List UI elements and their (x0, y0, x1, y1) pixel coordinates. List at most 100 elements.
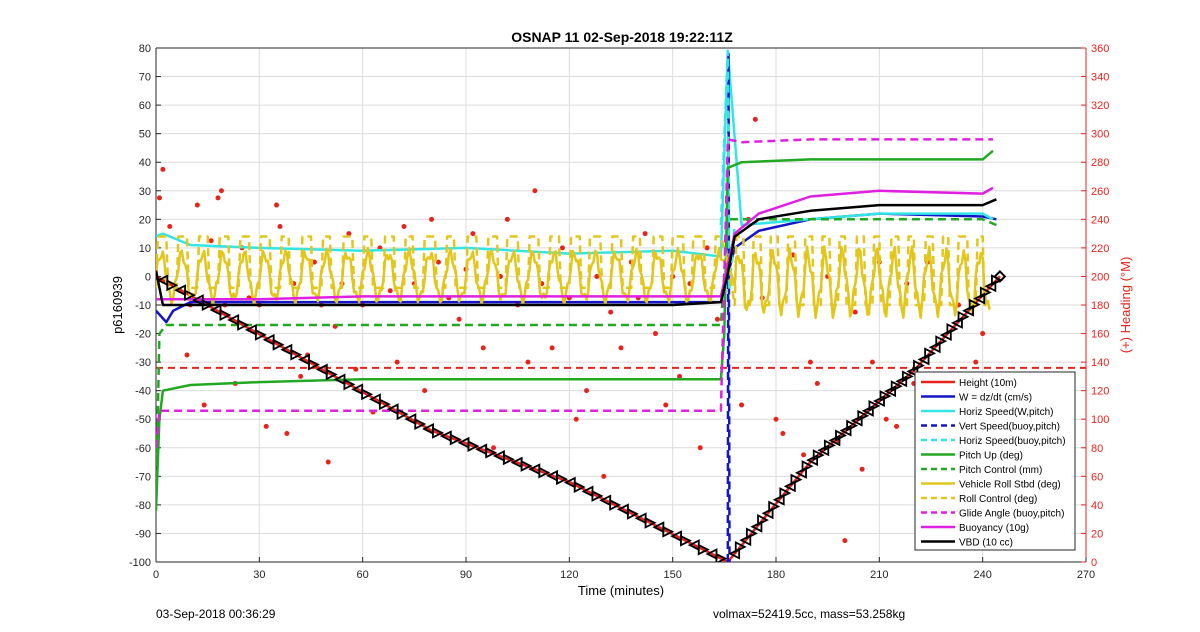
height-marker (879, 390, 892, 403)
y-tick-label-right: 280 (1091, 157, 1109, 169)
height-marker (761, 507, 774, 520)
heading-point (435, 259, 441, 265)
heading-point (160, 166, 166, 172)
height-marker (308, 358, 320, 371)
heading-point (752, 116, 758, 122)
y-tick-label-left: -10 (135, 300, 151, 312)
height-marker (872, 395, 885, 407)
heading-point (549, 345, 555, 351)
height-marker (325, 368, 338, 381)
y-tick-label-right: 260 (1091, 186, 1109, 198)
axes: 0 30 60 90 120 150 180 210 240 270 80 70 60 50 40 30 20 1… (129, 43, 1109, 581)
footer-vehicle-info: volmax=52419.5cc, mass=53.258kg (713, 607, 906, 621)
heading-point (594, 273, 600, 279)
y-tick-label-right: 220 (1091, 243, 1109, 255)
height-marker (573, 481, 586, 493)
legend: Height (10m) W = dz/dt (cm/s) Horiz Speed(… (914, 371, 1076, 551)
x-tick-label: 240 (973, 569, 991, 581)
heading-point (714, 316, 720, 322)
legend-label: Buoyancy (10g) (959, 523, 1029, 534)
heading-point (973, 359, 979, 365)
height-marker (917, 353, 930, 366)
y-axis-label-left: p6160939 (110, 276, 125, 334)
height-marker (644, 516, 657, 529)
heading-point (456, 316, 462, 322)
heading-point (842, 538, 848, 544)
legend-label: Horiz Speed(W,pitch) (959, 407, 1053, 418)
height-marker (591, 489, 604, 502)
heading-point (422, 388, 428, 394)
y-tick-label-right: 140 (1091, 357, 1109, 369)
y-tick-label-left: -80 (135, 500, 151, 512)
x-axis-label: Time (minutes) (578, 583, 664, 598)
height-marker (467, 440, 480, 453)
height-marker (201, 299, 214, 312)
heading-point (869, 359, 875, 365)
series-line (156, 149, 994, 511)
heading-point (274, 202, 280, 208)
heading-point (663, 402, 669, 408)
y-tick-label-left: 60 (139, 100, 151, 112)
heading-point (401, 223, 407, 229)
series-line (156, 275, 1001, 562)
legend-label: Glide Angle (buoy,pitch) (959, 509, 1064, 520)
heading-point (208, 238, 214, 244)
heading-point (618, 345, 624, 351)
x-tick-label: 270 (1077, 569, 1095, 581)
legend-label: Horiz Speed(buoy,pitch) (959, 436, 1066, 447)
x-tick-label: 210 (870, 569, 888, 581)
legend-label: Vehicle Roll Stbd (deg) (959, 480, 1061, 491)
heading-point (215, 195, 221, 201)
height-marker (237, 318, 250, 331)
heading-point (532, 188, 538, 194)
height-marker (979, 286, 992, 299)
height-marker (361, 388, 374, 401)
heading-point (167, 223, 173, 229)
heading-point (184, 352, 190, 358)
heading-point (353, 366, 359, 372)
series-line (156, 186, 994, 301)
height-marker (783, 480, 796, 493)
height-marker (794, 466, 807, 479)
heading-point (608, 309, 614, 315)
height-marker (538, 466, 551, 479)
x-tick-label: 150 (663, 569, 681, 581)
height-marker (868, 399, 881, 412)
height-marker (378, 398, 391, 411)
heading-point (801, 452, 807, 458)
height-marker (768, 500, 781, 513)
height-marker (166, 279, 179, 292)
heading-point (284, 431, 290, 436)
height-marker (935, 335, 948, 348)
height-marker (715, 552, 728, 562)
x-tick-label: 0 (153, 569, 159, 581)
height-marker (890, 380, 903, 393)
legend-label: Roll Control (deg) (959, 494, 1037, 505)
height-marker (432, 426, 444, 439)
heading-point (156, 195, 162, 201)
y-tick-label-left: 20 (139, 214, 151, 226)
heading-point (346, 231, 352, 237)
heading-point (697, 445, 703, 451)
y-tick-label-left: 50 (139, 129, 151, 141)
chart-title: OSNAP 11 02-Sep-2018 19:22:11Z (511, 29, 733, 45)
height-marker (817, 444, 830, 457)
x-tick-label: 30 (253, 569, 265, 581)
height-marker (745, 527, 758, 540)
height-marker (924, 347, 937, 360)
height-marker (857, 409, 870, 422)
y-tick-label-right: 180 (1091, 300, 1109, 312)
y-tick-label-left: -50 (135, 414, 151, 426)
heading-point (559, 245, 565, 251)
x-tick-label: 60 (357, 569, 369, 581)
height-marker (520, 459, 533, 472)
height-marker (728, 547, 741, 560)
height-marker (343, 378, 356, 391)
heading-point (859, 466, 865, 472)
heading-point (277, 223, 283, 229)
heading-point (894, 423, 900, 429)
series-line (156, 198, 997, 307)
height-marker (928, 341, 941, 354)
y-tick-label-right: 320 (1091, 100, 1109, 112)
y-tick-label-left: 40 (139, 157, 151, 169)
